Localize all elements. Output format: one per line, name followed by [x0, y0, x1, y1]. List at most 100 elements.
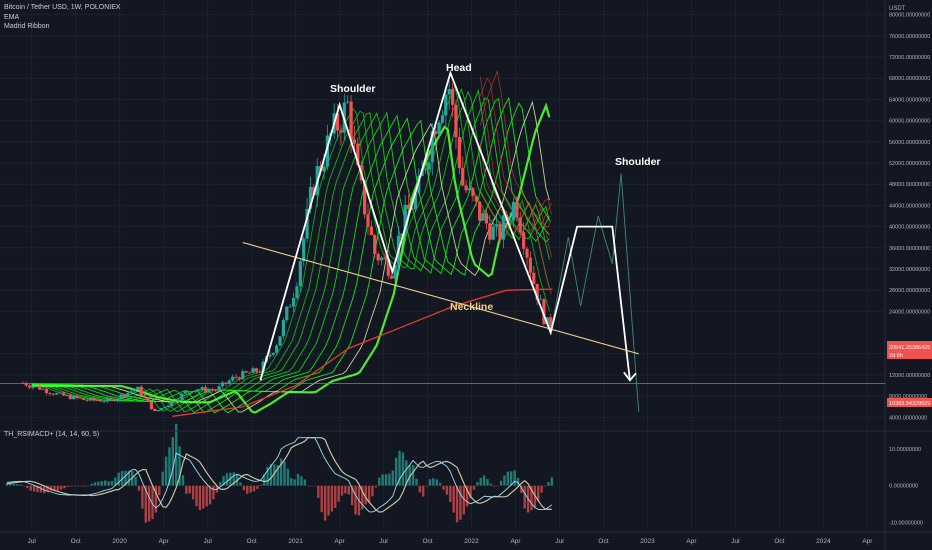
y-tick-label: 4000.00000000 [889, 415, 927, 421]
candle-body [430, 131, 434, 163]
y-tick-label: 68000.00000000 [889, 76, 930, 82]
indicator-histogram-bar [181, 475, 185, 486]
candle-body [532, 272, 536, 284]
candle-body [34, 386, 39, 387]
ribbon-line [31, 96, 550, 414]
indicator-histogram-bar [276, 465, 279, 486]
indicator-histogram-bar [290, 478, 293, 486]
candle-body [481, 213, 485, 221]
candle-body [258, 371, 262, 373]
candle-body [271, 352, 275, 355]
indicator-histogram-bar [543, 485, 547, 487]
candle-body [461, 168, 465, 186]
indicator-histogram-bar [374, 485, 378, 488]
candle-body [197, 389, 201, 391]
indicator-histogram-bar [110, 481, 114, 486]
indicator-histogram-bar [219, 481, 222, 486]
indicator-histogram-bar [465, 485, 469, 507]
x-tick-label: 2021 [288, 538, 303, 545]
candle-body [153, 409, 157, 412]
candle-body [515, 201, 519, 218]
ema-line [172, 288, 553, 417]
right-shoulder-label: Shoulder [615, 156, 661, 168]
indicator-histogram-bar [73, 485, 76, 487]
candle-body [538, 299, 543, 301]
candle-body [518, 217, 522, 233]
candle-body [457, 137, 461, 169]
indicator-histogram-bar [249, 485, 252, 493]
x-tick-label: Oct [247, 538, 257, 545]
candle-body [298, 261, 302, 287]
indicator-histogram-bar [537, 485, 540, 502]
indicator-histogram-bar [93, 482, 97, 486]
candle-body [491, 226, 495, 240]
y-tick-label: 72000.00000000 [889, 55, 930, 61]
indicator-histogram-bar [36, 485, 39, 493]
candle-body [220, 382, 225, 387]
indicator-histogram-bar [411, 464, 415, 486]
candle-body [247, 372, 252, 374]
indicator-histogram-bar [39, 485, 43, 493]
candle-body [207, 389, 211, 392]
indicator-histogram-bar [422, 485, 425, 497]
indicator-histogram-bar [185, 485, 188, 494]
candle-body [231, 376, 235, 381]
indicator-histogram-bar [120, 471, 124, 486]
indicator-histogram-bar [371, 485, 374, 497]
candle-body [251, 368, 255, 373]
indicator-histogram-bar [520, 485, 523, 493]
candle-body [352, 139, 357, 144]
candle-body [112, 399, 116, 402]
candle-body [427, 162, 431, 170]
candle-body [51, 393, 55, 395]
indicator-histogram-bar [388, 473, 391, 486]
indicator-tick-label: 0.00000000 [889, 484, 918, 490]
indicator-histogram-bar [509, 471, 513, 486]
indicator-histogram-bar [482, 475, 486, 486]
indicator-histogram-bar [394, 457, 398, 486]
candle-body [68, 394, 72, 400]
indicator-histogram-bar [262, 474, 266, 486]
candle-body [494, 224, 499, 227]
candle-body [471, 188, 475, 197]
candle-body [217, 386, 221, 391]
candle-body [214, 390, 218, 391]
candle-body [305, 208, 309, 239]
candle-body [24, 383, 28, 386]
candle-body [187, 391, 191, 392]
y-tick-label: 56000.00000000 [889, 140, 930, 146]
candle-body [31, 386, 35, 388]
indicator-histogram-bar [303, 479, 306, 486]
candle-body [105, 398, 110, 402]
indicator-histogram-bar [320, 485, 323, 513]
candle-body [501, 215, 505, 240]
candle-body [295, 286, 299, 298]
marker-price-badge: 10393.54329929 [887, 398, 932, 407]
indicator-histogram-bar [87, 485, 90, 487]
indicator-histogram-bar [171, 437, 175, 486]
candle-body [400, 233, 404, 236]
candle-body [241, 371, 245, 380]
indicator-histogram-bar [354, 485, 357, 515]
candle-body [146, 397, 150, 402]
indicator-histogram-bar [164, 456, 168, 486]
indicator-histogram-bar [489, 483, 493, 486]
x-tick-label: Oct [422, 538, 432, 545]
candle-body [363, 180, 367, 215]
indicator-histogram-bar [506, 471, 510, 486]
candle-body [302, 238, 306, 262]
candle-body [139, 386, 143, 396]
candle-body [379, 257, 384, 261]
ribbon-bear-line [479, 77, 552, 232]
projection-line [550, 173, 640, 413]
indicator-histogram-bar [391, 470, 394, 486]
candle-body [237, 377, 242, 380]
indicator-histogram-bar [222, 476, 225, 486]
x-tick-label: Oct [774, 538, 784, 545]
indicator-histogram-bar [415, 478, 418, 486]
svg-text:10393.54329929: 10393.54329929 [889, 401, 930, 407]
candle-body [447, 89, 451, 95]
candle-body [244, 371, 248, 373]
